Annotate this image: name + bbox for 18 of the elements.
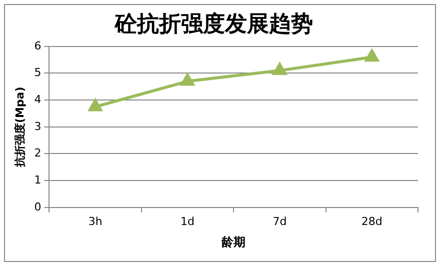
point [365, 50, 379, 62]
y-axis-title: 抗折强度(Mpa) [13, 86, 26, 168]
chart-title: 砼抗折强度发展趋势 [114, 10, 313, 37]
y-tick-label: 6 [34, 39, 42, 52]
x-axis-title: 龄期 [220, 234, 246, 249]
y-tick-label: 5 [34, 66, 42, 80]
point [180, 74, 194, 86]
point [88, 99, 102, 112]
y-tick-label: 2 [34, 146, 42, 160]
y-tick-label: 1 [34, 173, 42, 186]
x-tick-label: 7d [272, 214, 287, 228]
x-tick-label: 1d [180, 214, 194, 228]
y-tick-label: 3 [34, 120, 42, 133]
point [273, 63, 286, 76]
y-tick-label: 4 [34, 92, 42, 106]
x-tick-label: 3h [88, 214, 102, 228]
y-tick-label: 0 [34, 200, 42, 214]
x-tick-label: 28d [361, 214, 382, 228]
